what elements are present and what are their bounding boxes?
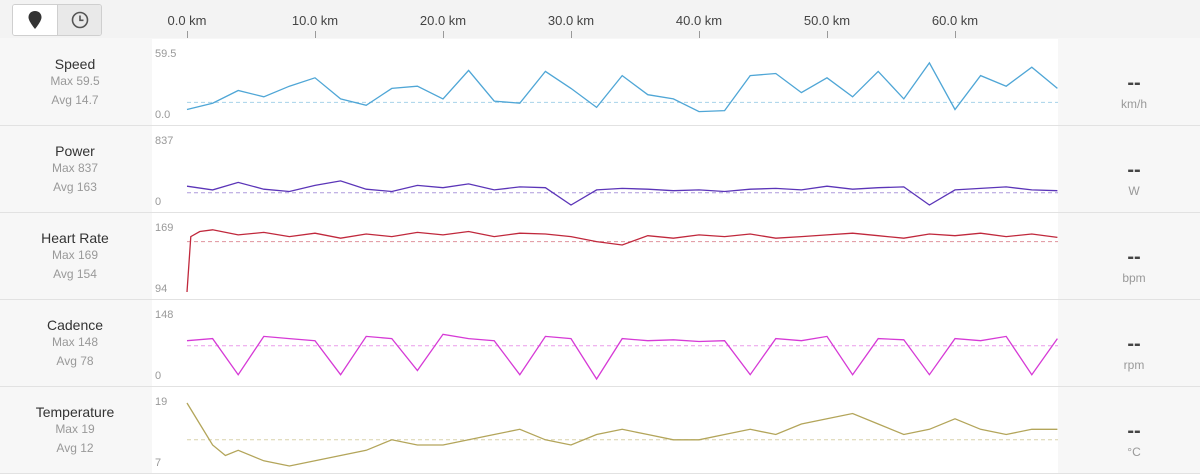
- metric-title: Heart Rate: [41, 230, 109, 246]
- y-max-label: 169: [155, 222, 174, 234]
- chart-area[interactable]: [152, 300, 1058, 386]
- metric-current-value: -- km/h: [1084, 73, 1184, 111]
- metric-current-value: -- bpm: [1084, 247, 1184, 285]
- metric-max: Max 59.5: [50, 74, 100, 88]
- metric-unit: rpm: [1123, 358, 1145, 372]
- metric-label: Speed Max 59.5 Avg 14.7: [0, 56, 150, 110]
- metric-current-value: -- rpm: [1084, 334, 1184, 372]
- series-line: [186, 229, 1058, 293]
- axis-tick-label: 10.0 km: [291, 13, 339, 28]
- view-toggle-group: [12, 4, 102, 36]
- metric-label: Power Max 837 Avg 163: [0, 143, 150, 197]
- row-divider: [0, 386, 1200, 387]
- axis-tick: [827, 31, 828, 38]
- axis-tick: [571, 31, 572, 38]
- axis-tick: [699, 31, 700, 38]
- metric-unit: °C: [1127, 445, 1141, 459]
- metric-max: Max 169: [51, 248, 99, 262]
- y-min-label: 7: [155, 457, 162, 469]
- metric-max: Max 837: [51, 161, 99, 175]
- metric-current-value: -- W: [1084, 160, 1184, 198]
- axis-tick-label: 20.0 km: [419, 13, 467, 28]
- axis-tick-label: 0.0 km: [167, 13, 207, 28]
- clock-icon: [71, 11, 88, 29]
- metric-label: Cadence Max 148 Avg 78: [0, 317, 150, 371]
- current-value: --: [1127, 246, 1141, 268]
- metric-avg: Avg 14.7: [51, 93, 99, 107]
- series-line: [186, 333, 1058, 381]
- top-bar: 0.0 km 10.0 km 20.0 km 30.0 km 40.0 km 50.0 k…: [0, 0, 1200, 38]
- metric-title: Cadence: [46, 317, 104, 333]
- axis-tick-label: 40.0 km: [675, 13, 723, 28]
- map-view-button[interactable]: [13, 5, 57, 35]
- metric-label: Heart Rate Max 169 Avg 154: [0, 230, 150, 284]
- metric-max: Max 19: [55, 422, 95, 436]
- y-min-label: 0: [155, 196, 162, 208]
- metric-max: Max 148: [51, 335, 99, 349]
- metric-avg: Avg 154: [53, 267, 97, 281]
- y-max-label: 19: [155, 396, 168, 408]
- metric-unit: W: [1128, 184, 1140, 198]
- row-divider: [0, 212, 1200, 213]
- metric-title: Speed: [54, 56, 96, 72]
- metric-unit: bpm: [1122, 271, 1146, 285]
- axis-tick: [315, 31, 316, 38]
- chart-area[interactable]: [152, 387, 1058, 473]
- chart-area[interactable]: [152, 213, 1058, 299]
- metric-title: Power: [55, 143, 95, 159]
- metric-unit: km/h: [1120, 97, 1147, 111]
- current-value: --: [1127, 420, 1141, 442]
- y-min-label: 94: [155, 283, 168, 295]
- y-max-label: 837: [155, 135, 174, 147]
- axis-tick-label: 60.0 km: [931, 13, 979, 28]
- metric-current-value: -- °C: [1084, 421, 1184, 459]
- y-max-label: 148: [155, 309, 174, 321]
- metric-label: Temperature Max 19 Avg 12: [0, 404, 150, 458]
- series-line: [186, 402, 1058, 467]
- axis-tick: [443, 31, 444, 38]
- axis-tick: [955, 31, 956, 38]
- time-view-button[interactable]: [57, 5, 101, 35]
- row-divider: [0, 125, 1200, 126]
- metric-title: Temperature: [35, 404, 115, 420]
- axis-tick-label: 50.0 km: [803, 13, 851, 28]
- chart-area[interactable]: [152, 126, 1058, 212]
- map-pin-icon: [28, 11, 42, 29]
- y-max-label: 59.5: [155, 48, 177, 60]
- series-line: [186, 61, 1058, 113]
- metric-avg: Avg 163: [53, 180, 97, 194]
- axis-tick: [187, 31, 188, 38]
- metric-avg: Avg 12: [56, 441, 94, 455]
- axis-tick-label: 30.0 km: [547, 13, 595, 28]
- current-value: --: [1127, 333, 1141, 355]
- current-value: --: [1127, 72, 1141, 94]
- row-divider: [0, 299, 1200, 300]
- metric-avg: Avg 78: [56, 354, 94, 368]
- series-line: [186, 180, 1058, 206]
- y-min-label: 0: [155, 370, 162, 382]
- y-min-label: 0.0: [155, 109, 171, 121]
- distance-axis: 0.0 km 10.0 km 20.0 km 30.0 km 40.0 km 50.0 k…: [0, 0, 1200, 38]
- current-value: --: [1127, 159, 1141, 181]
